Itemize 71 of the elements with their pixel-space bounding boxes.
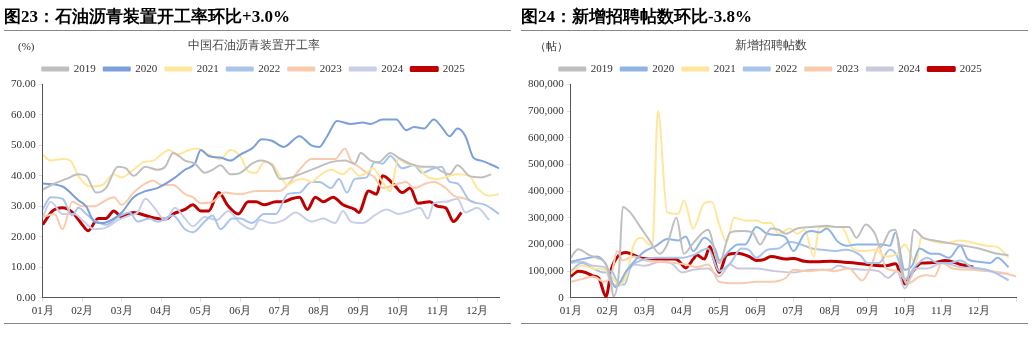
- line-series: [42, 147, 499, 197]
- x-tick-label: 06月: [745, 304, 768, 317]
- legend-label: 2022: [258, 61, 281, 74]
- x-tick-label: 03月: [633, 304, 656, 317]
- y-tick-label: 50.00: [11, 138, 37, 151]
- y-tick-label: 800,000: [528, 77, 565, 90]
- legend-label: 2023: [319, 61, 343, 74]
- x-tick-label: 08月: [308, 304, 331, 317]
- line-series: [570, 110, 1010, 286]
- x-tick-label: 11月: [930, 304, 953, 317]
- x-tick-label: 12月: [967, 304, 990, 317]
- chart-title: 图23：石油沥青装置开工率环比+3.0%: [4, 4, 511, 31]
- x-tick-label: 07月: [268, 304, 291, 317]
- y-tick-label: 0.00: [16, 290, 37, 303]
- x-tick-label: 10月: [387, 304, 410, 317]
- y-tick-label: 300,000: [528, 210, 565, 223]
- y-tick-label: 70.00: [11, 77, 37, 90]
- line-series: [42, 155, 499, 234]
- legend-label: 2021: [713, 61, 736, 74]
- y-tick-label: 200,000: [528, 237, 565, 250]
- x-tick-label: 05月: [708, 304, 731, 317]
- y-axis-title: （帖）: [535, 39, 568, 52]
- line-series: [570, 246, 1016, 285]
- x-tick-label: 11月: [426, 304, 449, 317]
- y-tick-label: 0: [558, 290, 565, 303]
- x-tick-label: 01月: [31, 304, 54, 317]
- line-series: [42, 151, 493, 194]
- x-tick-label: 01月: [559, 304, 582, 317]
- line-series: [42, 197, 491, 231]
- line-series: [42, 118, 499, 225]
- x-tick-label: 04月: [150, 304, 173, 317]
- legend-label: 2024: [898, 61, 921, 74]
- y-tick-label: 500,000: [528, 157, 565, 170]
- y-tick-label: 700,000: [528, 103, 565, 116]
- x-tick-label: 12月: [466, 304, 489, 317]
- line-series: [570, 226, 1010, 289]
- y-axis-title: (%): [18, 39, 35, 53]
- y-tick-label: 20.00: [11, 229, 37, 242]
- legend-label: 2025: [959, 61, 983, 74]
- x-tick-label: 03月: [110, 304, 133, 317]
- chart-subtitle: 中国石油沥青装置开工率: [187, 38, 320, 53]
- legend-label: 2024: [381, 61, 404, 74]
- legend-label: 2020: [652, 61, 675, 74]
- legend-label: 2021: [196, 61, 219, 74]
- legend-label: 2025: [442, 61, 466, 74]
- x-tick-label: 08月: [819, 304, 842, 317]
- y-tick-label: 60.00: [11, 107, 37, 120]
- y-tick-label: 30.00: [11, 199, 37, 212]
- y-tick-label: 400,000: [528, 183, 565, 196]
- y-tick-label: 100,000: [528, 264, 565, 277]
- x-tick-label: 09月: [856, 304, 879, 317]
- x-tick-label: 06月: [229, 304, 252, 317]
- legend-label: 2020: [135, 61, 158, 74]
- chart-title: 图24：新增招聘帖数环比-3.8%: [521, 4, 1028, 31]
- legend-label: 2019: [73, 61, 97, 74]
- line-series: [570, 206, 1010, 298]
- legend-label: 2023: [836, 61, 860, 74]
- chart-subtitle: 新增招聘帖数: [734, 38, 807, 53]
- legend-label: 2022: [775, 61, 798, 74]
- x-tick-label: 10月: [893, 304, 916, 317]
- y-tick-label: 600,000: [528, 130, 565, 143]
- line-series: [570, 240, 1010, 286]
- x-tick-label: 02月: [596, 304, 619, 317]
- x-tick-label: 02月: [71, 304, 94, 317]
- x-tick-label: 07月: [782, 304, 805, 317]
- x-tick-label: 04月: [671, 304, 694, 317]
- x-tick-label: 05月: [189, 304, 212, 317]
- x-tick-label: 09月: [347, 304, 370, 317]
- y-tick-label: 40.00: [11, 168, 37, 181]
- legend-label: 2019: [590, 61, 614, 74]
- y-tick-label: 10.00: [11, 260, 37, 273]
